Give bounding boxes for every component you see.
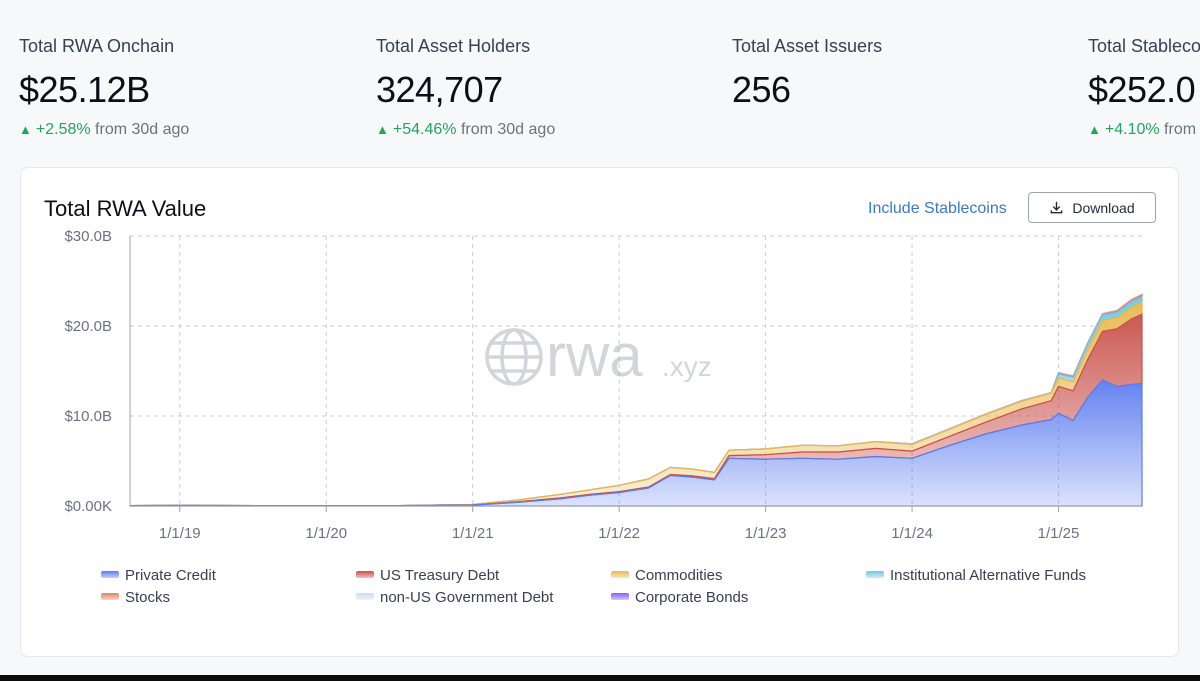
- rwa-value-card: Total RWA Value Include Stablecoins Down…: [20, 167, 1179, 657]
- include-stablecoins-toggle[interactable]: Include Stablecoins: [868, 200, 1007, 217]
- stat-value: 256: [732, 69, 791, 110]
- stats-row: Total RWA Onchain $25.12B ▲ +2.58% from 3…: [0, 0, 1200, 160]
- stat-total-asset-issuers: Total Asset Issuers 256: [732, 36, 1072, 111]
- bottom-edge: [0, 675, 1200, 681]
- download-icon: [1051, 201, 1063, 214]
- stat-change: ▲ +4.10% from: [1088, 121, 1200, 139]
- download-label: Download: [1072, 199, 1135, 216]
- stat-label: Total RWA Onchain: [19, 36, 175, 56]
- stat-change-percent: +4.10%: [1104, 121, 1160, 138]
- chart-title: Total RWA Value: [44, 196, 207, 221]
- stat-change-suffix: from: [1164, 121, 1197, 138]
- up-arrow-icon: ▲: [1088, 122, 1101, 137]
- download-button[interactable]: Download: [1028, 192, 1156, 223]
- up-arrow-icon: ▲: [376, 122, 389, 137]
- stat-total-rwa-onchain: Total RWA Onchain $25.12B ▲ +2.58% from 3…: [19, 36, 359, 139]
- stat-label: Total Asset Holders: [376, 36, 531, 56]
- stat-total-stablecoins: Total Stablecoins $252.0 ▲+4.10% from: [1088, 36, 1200, 139]
- stat-value: $25.12B: [19, 69, 150, 110]
- stat-change: ▲ +54.46% from 30d ago: [376, 121, 716, 139]
- stat-change-suffix: from 30d ago: [460, 121, 556, 138]
- stat-change-percent: +2.58%: [35, 121, 91, 138]
- stat-value: 324,707: [376, 69, 503, 110]
- stat-value: $252.0: [1088, 69, 1196, 110]
- stat-total-asset-holders: Total Asset Holders 324,707 ▲ +54.46% fro…: [376, 36, 716, 139]
- stat-label: Total Stablecoins: [1088, 36, 1200, 56]
- up-arrow-icon: ▲: [19, 122, 32, 137]
- stat-label: Total Asset Issuers: [732, 36, 883, 56]
- stat-change: ▲ +2.58% from 30d ago: [19, 121, 359, 139]
- stat-change-suffix: from 30d ago: [95, 121, 190, 138]
- stat-change-percent: +54.46%: [392, 121, 457, 138]
